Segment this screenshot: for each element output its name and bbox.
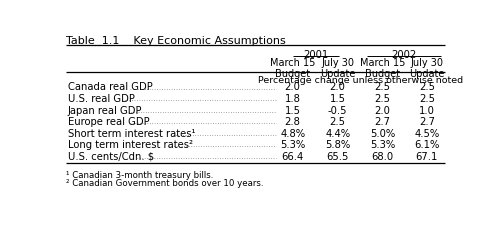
Text: Japan real GDP: Japan real GDP (68, 106, 142, 116)
Text: 2.5: 2.5 (419, 94, 435, 104)
Text: -0.5: -0.5 (328, 106, 347, 116)
Text: Long term interest rates²: Long term interest rates² (68, 140, 193, 150)
Text: 2001: 2001 (304, 50, 328, 60)
Text: 4.8%: 4.8% (280, 129, 305, 139)
Text: ¹ Canadian 3-month treasury bills.: ¹ Canadian 3-month treasury bills. (66, 171, 213, 180)
Text: 5.3%: 5.3% (280, 140, 305, 150)
Text: Europe real GDP: Europe real GDP (68, 117, 150, 127)
Text: Table  1.1    Key Economic Assumptions: Table 1.1 Key Economic Assumptions (66, 36, 286, 46)
Text: 4.4%: 4.4% (325, 129, 350, 139)
Text: 5.0%: 5.0% (370, 129, 395, 139)
Text: July 30
Update: July 30 Update (409, 58, 444, 79)
Text: 2.0: 2.0 (330, 82, 345, 92)
Text: 1.5: 1.5 (284, 106, 300, 116)
Text: March 15
Budget: March 15 Budget (270, 58, 316, 79)
Text: March 15
Budget: March 15 Budget (360, 58, 406, 79)
Text: Percentage change unless otherwise noted: Percentage change unless otherwise noted (258, 76, 464, 85)
Text: 5.3%: 5.3% (370, 140, 395, 150)
Text: 6.1%: 6.1% (414, 140, 440, 150)
Text: Short term interest rates¹: Short term interest rates¹ (68, 129, 196, 139)
Text: 2.5: 2.5 (374, 94, 390, 104)
Text: 2.8: 2.8 (284, 117, 300, 127)
Text: 1.8: 1.8 (284, 94, 300, 104)
Text: 65.5: 65.5 (326, 152, 349, 162)
Text: 2.5: 2.5 (374, 82, 390, 92)
Text: 4.5%: 4.5% (414, 129, 440, 139)
Text: 2.7: 2.7 (419, 117, 435, 127)
Text: Canada real GDP: Canada real GDP (68, 82, 152, 92)
Text: 2.5: 2.5 (419, 82, 435, 92)
Text: 2.0: 2.0 (284, 82, 300, 92)
Text: July 30
Update: July 30 Update (320, 58, 356, 79)
Text: 68.0: 68.0 (372, 152, 394, 162)
Text: 2002: 2002 (392, 50, 416, 60)
Text: 1.5: 1.5 (330, 94, 345, 104)
Text: 2.7: 2.7 (374, 117, 390, 127)
Text: 1.0: 1.0 (419, 106, 434, 116)
Text: U.S. cents/Cdn. $: U.S. cents/Cdn. $ (68, 152, 154, 162)
Text: 67.1: 67.1 (416, 152, 438, 162)
Text: 5.8%: 5.8% (325, 140, 350, 150)
Text: 2.0: 2.0 (374, 106, 390, 116)
Text: U.S. real GDP: U.S. real GDP (68, 94, 135, 104)
Text: ² Canadian Government bonds over 10 years.: ² Canadian Government bonds over 10 year… (66, 179, 263, 188)
Text: 66.4: 66.4 (282, 152, 304, 162)
Text: 2.5: 2.5 (330, 117, 345, 127)
